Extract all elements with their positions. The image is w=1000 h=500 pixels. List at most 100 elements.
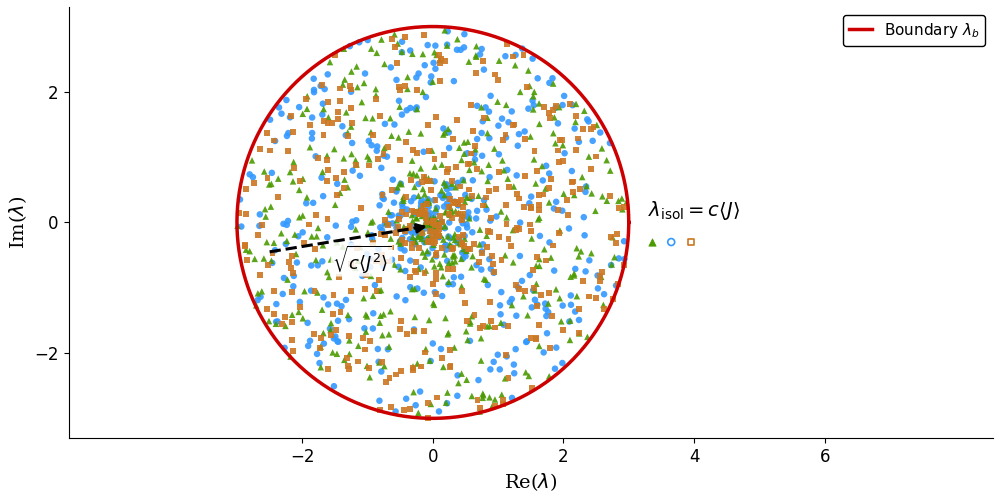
Point (483, 317, 499, 325)
Point (525, 106, 541, 114)
Point (380, 346, 396, 354)
Point (566, 272, 582, 280)
Point (509, 190, 525, 198)
Point (506, 370, 522, 378)
Point (462, 246, 478, 254)
Point (409, 284, 425, 292)
Point (524, 304, 540, 312)
Point (454, 240, 470, 248)
Point (547, 364, 563, 372)
Point (432, 218, 448, 226)
Point (663, 238, 679, 246)
Point (397, 246, 413, 254)
Point (377, 231, 393, 239)
Point (385, 220, 401, 228)
Point (448, 184, 464, 192)
Point (392, 179, 408, 187)
Point (424, 218, 440, 226)
Point (435, 236, 451, 244)
Point (437, 191, 453, 199)
Point (263, 257, 279, 265)
Point (428, 215, 444, 223)
Point (458, 252, 474, 260)
Point (432, 260, 448, 268)
Point (476, 114, 492, 122)
Point (426, 221, 442, 229)
Point (604, 260, 620, 268)
Point (442, 210, 458, 218)
Point (422, 224, 438, 232)
Point (535, 190, 551, 198)
Point (292, 298, 308, 306)
Point (412, 388, 428, 396)
Point (449, 116, 465, 124)
Point (450, 225, 466, 233)
Point (263, 180, 279, 188)
Point (413, 210, 429, 218)
Point (493, 318, 509, 326)
Point (269, 318, 285, 326)
Point (421, 147, 437, 155)
Point (429, 204, 445, 212)
Point (554, 206, 570, 214)
Point (581, 118, 597, 126)
Point (304, 129, 320, 137)
Point (315, 100, 331, 108)
Point (338, 296, 354, 304)
Point (610, 280, 626, 288)
Point (315, 192, 331, 200)
Point (399, 85, 415, 93)
Point (525, 54, 541, 62)
Point (488, 185, 504, 193)
Point (391, 215, 407, 223)
Point (344, 119, 360, 127)
Point (237, 241, 253, 249)
Point (456, 150, 472, 158)
Point (540, 308, 556, 316)
Point (438, 398, 454, 406)
Point (271, 104, 287, 112)
Boundary $\lambda_b$ (623, 220, 635, 226)
Point (296, 240, 312, 248)
Point (413, 130, 429, 138)
Point (425, 340, 441, 347)
Point (445, 244, 461, 252)
Point (244, 156, 260, 164)
Point (358, 328, 374, 336)
Point (286, 272, 302, 280)
Point (445, 252, 461, 260)
Point (284, 311, 300, 319)
Point (399, 106, 415, 114)
Point (475, 394, 491, 402)
Point (428, 249, 444, 257)
Point (592, 277, 608, 285)
Point (363, 218, 379, 226)
Point (439, 388, 455, 396)
Point (405, 146, 421, 154)
Point (284, 336, 300, 344)
Point (376, 362, 392, 370)
Point (425, 222, 441, 230)
Point (428, 269, 444, 277)
Point (554, 359, 570, 367)
Point (505, 121, 521, 129)
Point (394, 208, 410, 216)
Point (541, 238, 557, 246)
Point (422, 228, 438, 235)
Point (419, 198, 435, 206)
Point (417, 190, 433, 198)
Point (380, 220, 396, 228)
Point (590, 284, 606, 292)
Point (379, 152, 395, 160)
Point (420, 121, 436, 129)
Point (460, 208, 476, 216)
Point (449, 35, 465, 43)
Point (570, 134, 586, 142)
Point (429, 51, 445, 59)
Point (350, 257, 366, 265)
Point (314, 110, 330, 118)
Point (441, 210, 457, 218)
Point (357, 70, 373, 78)
Point (541, 170, 557, 177)
Point (472, 324, 488, 332)
